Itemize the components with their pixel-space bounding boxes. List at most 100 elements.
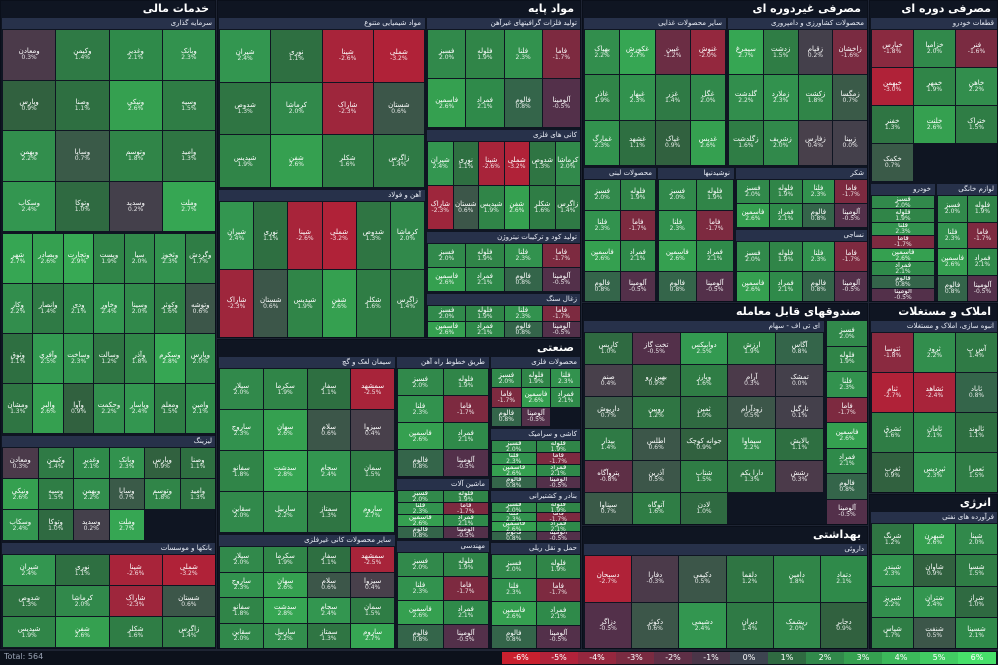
stock-tile[interactable]: سمشهد -2.5% — [351, 547, 394, 572]
stock-tile[interactable]: فالوم 0.8% — [938, 275, 967, 301]
stock-tile[interactable]: ومشان 1.3% — [3, 384, 33, 433]
stock-tile[interactable]: وغدیر 2.1% — [109, 30, 162, 80]
stock-tile[interactable]: فلوله 1.9% — [696, 180, 733, 210]
stock-tile[interactable]: شیران 2.4% — [3, 555, 56, 585]
stock-tile[interactable]: فلنا 2.3% — [802, 242, 835, 271]
stock-tile[interactable]: ساروم 2.7% — [351, 623, 394, 648]
stock-tile[interactable]: شیران 2.4% — [220, 202, 254, 269]
stock-tile[interactable]: وسکرم 2.8% — [155, 334, 185, 383]
stock-tile[interactable]: فمراد 2.1% — [696, 241, 733, 271]
stock-tile[interactable]: فاسمین 2.6% — [428, 268, 466, 291]
stock-tile[interactable]: ثشاهد -2.4% — [914, 373, 955, 412]
stock-tile[interactable]: وصنا 1.1% — [180, 448, 215, 478]
stock-tile[interactable]: سفار 1.1% — [307, 369, 351, 409]
stock-tile[interactable]: آلومینا -0.5% — [536, 531, 580, 540]
stock-tile[interactable]: سکرما 1.9% — [263, 547, 307, 572]
stock-tile[interactable]: غبهار 2.3% — [620, 75, 655, 120]
stock-tile[interactable]: ثتوسا -1.8% — [872, 333, 913, 372]
stock-tile[interactable]: ختراک 1.5% — [956, 106, 997, 143]
stock-tile[interactable]: کرماشا 2.0% — [390, 202, 424, 269]
stock-tile[interactable]: فلنا 2.3% — [504, 306, 542, 321]
stock-tile[interactable]: وسدید 0.2% — [74, 510, 109, 540]
stock-tile[interactable]: سلام 0.6% — [307, 410, 351, 450]
stock-tile[interactable]: اطلس 0.6% — [632, 429, 680, 460]
stock-tile[interactable]: وپارس 0.9% — [145, 448, 180, 478]
stock-tile[interactable]: فلوله 1.9% — [620, 180, 655, 210]
stock-tile[interactable]: سمشهد -2.5% — [351, 369, 394, 409]
stock-tile[interactable]: نوری 1.1% — [271, 30, 322, 82]
stock-tile[interactable]: شملی -3.2% — [373, 30, 424, 82]
stock-tile[interactable]: سیناوا 0.7% — [585, 493, 632, 524]
stock-tile[interactable]: غکورش 2.7% — [620, 30, 655, 75]
stock-tile[interactable]: شملی -3.2% — [322, 202, 356, 269]
stock-tile[interactable]: فالوم 0.8% — [492, 625, 536, 648]
stock-tile[interactable]: شتران 2.4% — [914, 586, 955, 617]
stock-tile[interactable]: فالوم 0.8% — [504, 79, 542, 127]
stock-tile[interactable]: وملت 2.7% — [109, 510, 144, 540]
stock-tile[interactable]: شفن 2.6% — [322, 270, 356, 337]
stock-tile[interactable]: وانصار 1.4% — [33, 284, 63, 333]
stock-tile[interactable]: وتجارت 2.9% — [63, 234, 94, 283]
stock-tile[interactable]: فسبز 2.0% — [428, 244, 466, 267]
stock-tile[interactable]: فاسمین 2.6% — [827, 423, 867, 448]
stock-tile[interactable]: آلومینا -0.5% — [968, 275, 997, 301]
stock-tile[interactable]: فسبز 2.0% — [872, 196, 934, 209]
stock-tile[interactable]: شکلر 1.6% — [109, 617, 162, 647]
stock-tile[interactable]: شستان 0.6% — [254, 270, 288, 337]
stock-tile[interactable]: جوانه کوچک 0.9% — [680, 429, 728, 460]
stock-tile[interactable]: وامین 2.1% — [185, 384, 215, 433]
stock-tile[interactable]: شفن 2.6% — [504, 186, 529, 229]
stock-tile[interactable]: غاذر 1.9% — [585, 75, 620, 120]
stock-tile[interactable]: فلنا 2.3% — [492, 578, 536, 601]
stock-tile[interactable]: فلنا 2.3% — [504, 30, 542, 78]
stock-tile[interactable]: فاما -1.7% — [443, 503, 488, 514]
stock-tile[interactable]: فاما -1.7% — [696, 210, 733, 240]
stock-tile[interactable]: شملی -3.2% — [504, 142, 529, 185]
stock-tile[interactable]: شپدیس 1.9% — [3, 617, 56, 647]
stock-tile[interactable]: فلوله 1.9% — [443, 369, 488, 395]
stock-tile[interactable]: فلوله 1.9% — [466, 244, 504, 267]
stock-tile[interactable]: فلنا 2.3% — [398, 396, 443, 422]
stock-tile[interactable]: فلنا 2.3% — [492, 453, 536, 464]
stock-tile[interactable]: فلوله 1.9% — [968, 196, 997, 222]
stock-tile[interactable]: آلومینا -0.5% — [536, 477, 580, 488]
stock-tile[interactable]: فمراد 2.1% — [620, 241, 655, 271]
stock-tile[interactable]: فاسمین 2.6% — [659, 241, 696, 271]
stock-tile[interactable]: آلومینا -0.5% — [521, 407, 551, 426]
stock-tile[interactable]: دتماد 2.1% — [820, 556, 867, 602]
stock-tile[interactable]: وبانک 2.3% — [109, 448, 144, 478]
stock-tile[interactable]: فلنا 2.3% — [585, 210, 620, 240]
stock-tile[interactable]: ساروج 2.3% — [220, 410, 263, 450]
stock-tile[interactable]: فاسمین 2.6% — [521, 388, 551, 407]
stock-tile[interactable]: شفن 2.6% — [56, 617, 109, 647]
stock-tile[interactable]: رشش 0.3% — [776, 461, 823, 492]
stock-tile[interactable]: غدیس 2.6% — [690, 120, 725, 165]
stock-tile[interactable]: زاخشان -1.6% — [833, 30, 867, 75]
stock-tile[interactable]: فلوله 1.9% — [536, 503, 580, 512]
stock-tile[interactable]: آلومینا -0.5% — [827, 499, 867, 524]
stock-tile[interactable]: فاسمین 2.6% — [428, 79, 466, 127]
stock-tile[interactable]: کاریس 1.0% — [585, 333, 632, 364]
stock-tile[interactable]: سیلار 2.0% — [220, 369, 263, 409]
stock-tile[interactable]: شپنا -2.6% — [322, 30, 373, 82]
stock-tile[interactable]: سیزوا 0.4% — [351, 410, 394, 450]
stock-tile[interactable]: فالوم 0.8% — [492, 407, 521, 426]
stock-tile[interactable]: فسبز 2.0% — [398, 553, 443, 576]
stock-tile[interactable]: فلوله 1.9% — [872, 209, 934, 222]
stock-tile[interactable]: غپاک 0.9% — [655, 120, 690, 165]
stock-tile[interactable]: وبهمن 2.2% — [3, 131, 56, 181]
stock-tile[interactable]: فسبز 2.0% — [659, 180, 696, 210]
stock-tile[interactable]: وپارس 0.9% — [3, 80, 56, 130]
stock-tile[interactable]: فاما -1.7% — [536, 512, 580, 521]
stock-tile[interactable]: وتوسم 1.8% — [109, 131, 162, 181]
stock-tile[interactable]: شکلر 1.6% — [322, 135, 373, 187]
stock-tile[interactable]: فاسمین 2.6% — [398, 515, 443, 526]
stock-tile[interactable]: کرماشا 2.0% — [555, 142, 580, 185]
stock-tile[interactable]: فمراد 2.1% — [536, 522, 580, 531]
stock-tile[interactable]: زکشت 1.8% — [798, 75, 833, 120]
stock-tile[interactable]: زاگرس 1.4% — [373, 135, 424, 187]
stock-tile[interactable]: ونیکی 2.6% — [109, 80, 162, 130]
stock-tile[interactable]: شپنا -2.6% — [479, 142, 504, 185]
stock-tile[interactable]: پتروآگاه -0.8% — [585, 461, 632, 492]
stock-tile[interactable]: آلومینا -0.5% — [443, 527, 488, 538]
